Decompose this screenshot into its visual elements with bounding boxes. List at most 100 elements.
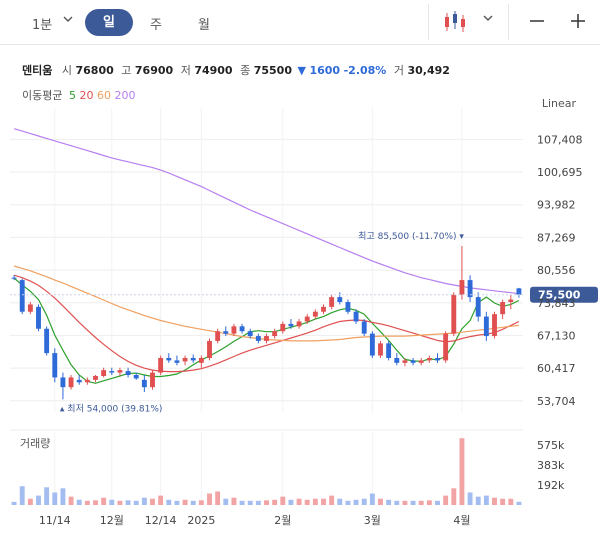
candle-body — [459, 280, 465, 295]
candle — [508, 294, 514, 310]
ma-60-label[interactable]: 60 — [96, 89, 111, 102]
tab-month[interactable]: 월 — [198, 18, 210, 33]
candle-body — [394, 357, 400, 363]
candle — [296, 319, 302, 329]
candle-body — [117, 370, 123, 373]
interval-selector-label[interactable]: 1분 — [32, 18, 53, 33]
close-value: 75500 — [253, 64, 292, 77]
volume-bar — [280, 496, 286, 505]
candle-body — [68, 377, 74, 388]
chevron-down-icon[interactable] — [483, 15, 493, 23]
candle-body — [378, 343, 383, 356]
candle — [109, 367, 115, 376]
plus-icon[interactable] — [570, 13, 586, 29]
candle — [27, 301, 33, 315]
candle — [84, 377, 90, 385]
candle-body — [44, 328, 50, 354]
candle-body — [492, 314, 497, 337]
tab-week[interactable]: 주 — [150, 18, 162, 33]
minus-icon[interactable] — [529, 13, 545, 29]
candle-body — [182, 357, 188, 362]
volume-bar — [166, 499, 172, 505]
volume-bar — [239, 500, 245, 505]
volume-bar — [93, 500, 98, 505]
volume-bar — [500, 498, 506, 505]
volume-bar — [483, 495, 489, 505]
tab-day[interactable]: 일 — [85, 9, 133, 36]
ma-20-label[interactable]: 20 — [79, 89, 94, 102]
candle-body — [223, 331, 229, 334]
ma-5-label[interactable]: 5 — [68, 89, 76, 102]
candle — [386, 340, 392, 361]
candle — [76, 375, 82, 385]
volume-bar — [247, 500, 253, 505]
candle-body — [207, 340, 212, 358]
ma-20-line — [13, 274, 520, 373]
volume-bar — [378, 498, 383, 505]
candle — [329, 294, 335, 310]
ma-5-line — [13, 277, 520, 384]
candle — [125, 367, 131, 378]
volume-bar — [337, 498, 343, 505]
volume-bar — [150, 498, 155, 505]
close-label: 종 — [240, 64, 251, 77]
candle — [272, 328, 278, 339]
candle — [133, 372, 139, 380]
low-annotation: ▴ 최저 54,000 (39.81%) — [60, 403, 163, 414]
candle-body — [435, 357, 440, 361]
x-tick-label: 2월 — [274, 514, 291, 527]
x-tick-label: 4월 — [453, 514, 470, 527]
volume-bar — [141, 497, 147, 505]
candle — [158, 355, 164, 376]
volume-bar — [174, 500, 180, 505]
ma-200-label[interactable]: 200 — [114, 89, 136, 102]
candle — [231, 323, 237, 337]
candle — [361, 319, 367, 337]
y-tick-label: 80,556 — [537, 264, 576, 277]
candle — [410, 357, 416, 366]
price-info: 덴티움 시 76800 고 76900 저 74900 종 75500 ▼ 16… — [22, 62, 450, 78]
candle-body — [500, 301, 506, 315]
volume-bar — [60, 488, 66, 505]
volume-tick-label: 575k — [537, 439, 565, 452]
candle — [264, 333, 269, 344]
candle-body — [133, 375, 139, 379]
scale-toggle[interactable]: Linear — [541, 97, 576, 110]
candle-body — [410, 360, 416, 363]
candle — [19, 278, 25, 315]
candle-body — [255, 336, 261, 341]
volume-bar — [207, 493, 212, 505]
candle-body — [264, 336, 269, 341]
candle-body — [158, 357, 164, 373]
candle — [182, 355, 188, 366]
candle — [101, 367, 107, 378]
candle — [68, 375, 74, 390]
volume-bar — [508, 498, 514, 505]
y-tick-label: 67,130 — [537, 329, 576, 342]
candle-body — [288, 323, 294, 327]
volume-bar — [109, 499, 115, 505]
volume-bar — [321, 498, 326, 505]
volume-bar — [443, 495, 449, 505]
volume-bar — [345, 500, 351, 505]
candle-body — [353, 311, 359, 322]
chevron-down-icon[interactable] — [63, 16, 73, 24]
ma-200-line — [13, 128, 519, 295]
candle-body — [166, 357, 172, 361]
ma-60-line — [13, 265, 519, 342]
change-percent: -2.08% — [343, 64, 387, 77]
volume-bar — [353, 499, 359, 505]
current-price-label: 75,500 — [538, 289, 581, 302]
candle — [500, 299, 506, 320]
moving-average-label: 이동평균 — [22, 89, 63, 102]
volume-bar — [435, 500, 440, 505]
volume-bar — [459, 438, 465, 505]
candlestick-icon[interactable] — [443, 10, 467, 34]
candle — [459, 246, 465, 300]
candle-body — [11, 277, 17, 279]
candle — [280, 321, 286, 334]
volume-bar — [101, 497, 107, 505]
high-label: 고 — [121, 64, 132, 77]
volume-bar — [296, 498, 302, 505]
